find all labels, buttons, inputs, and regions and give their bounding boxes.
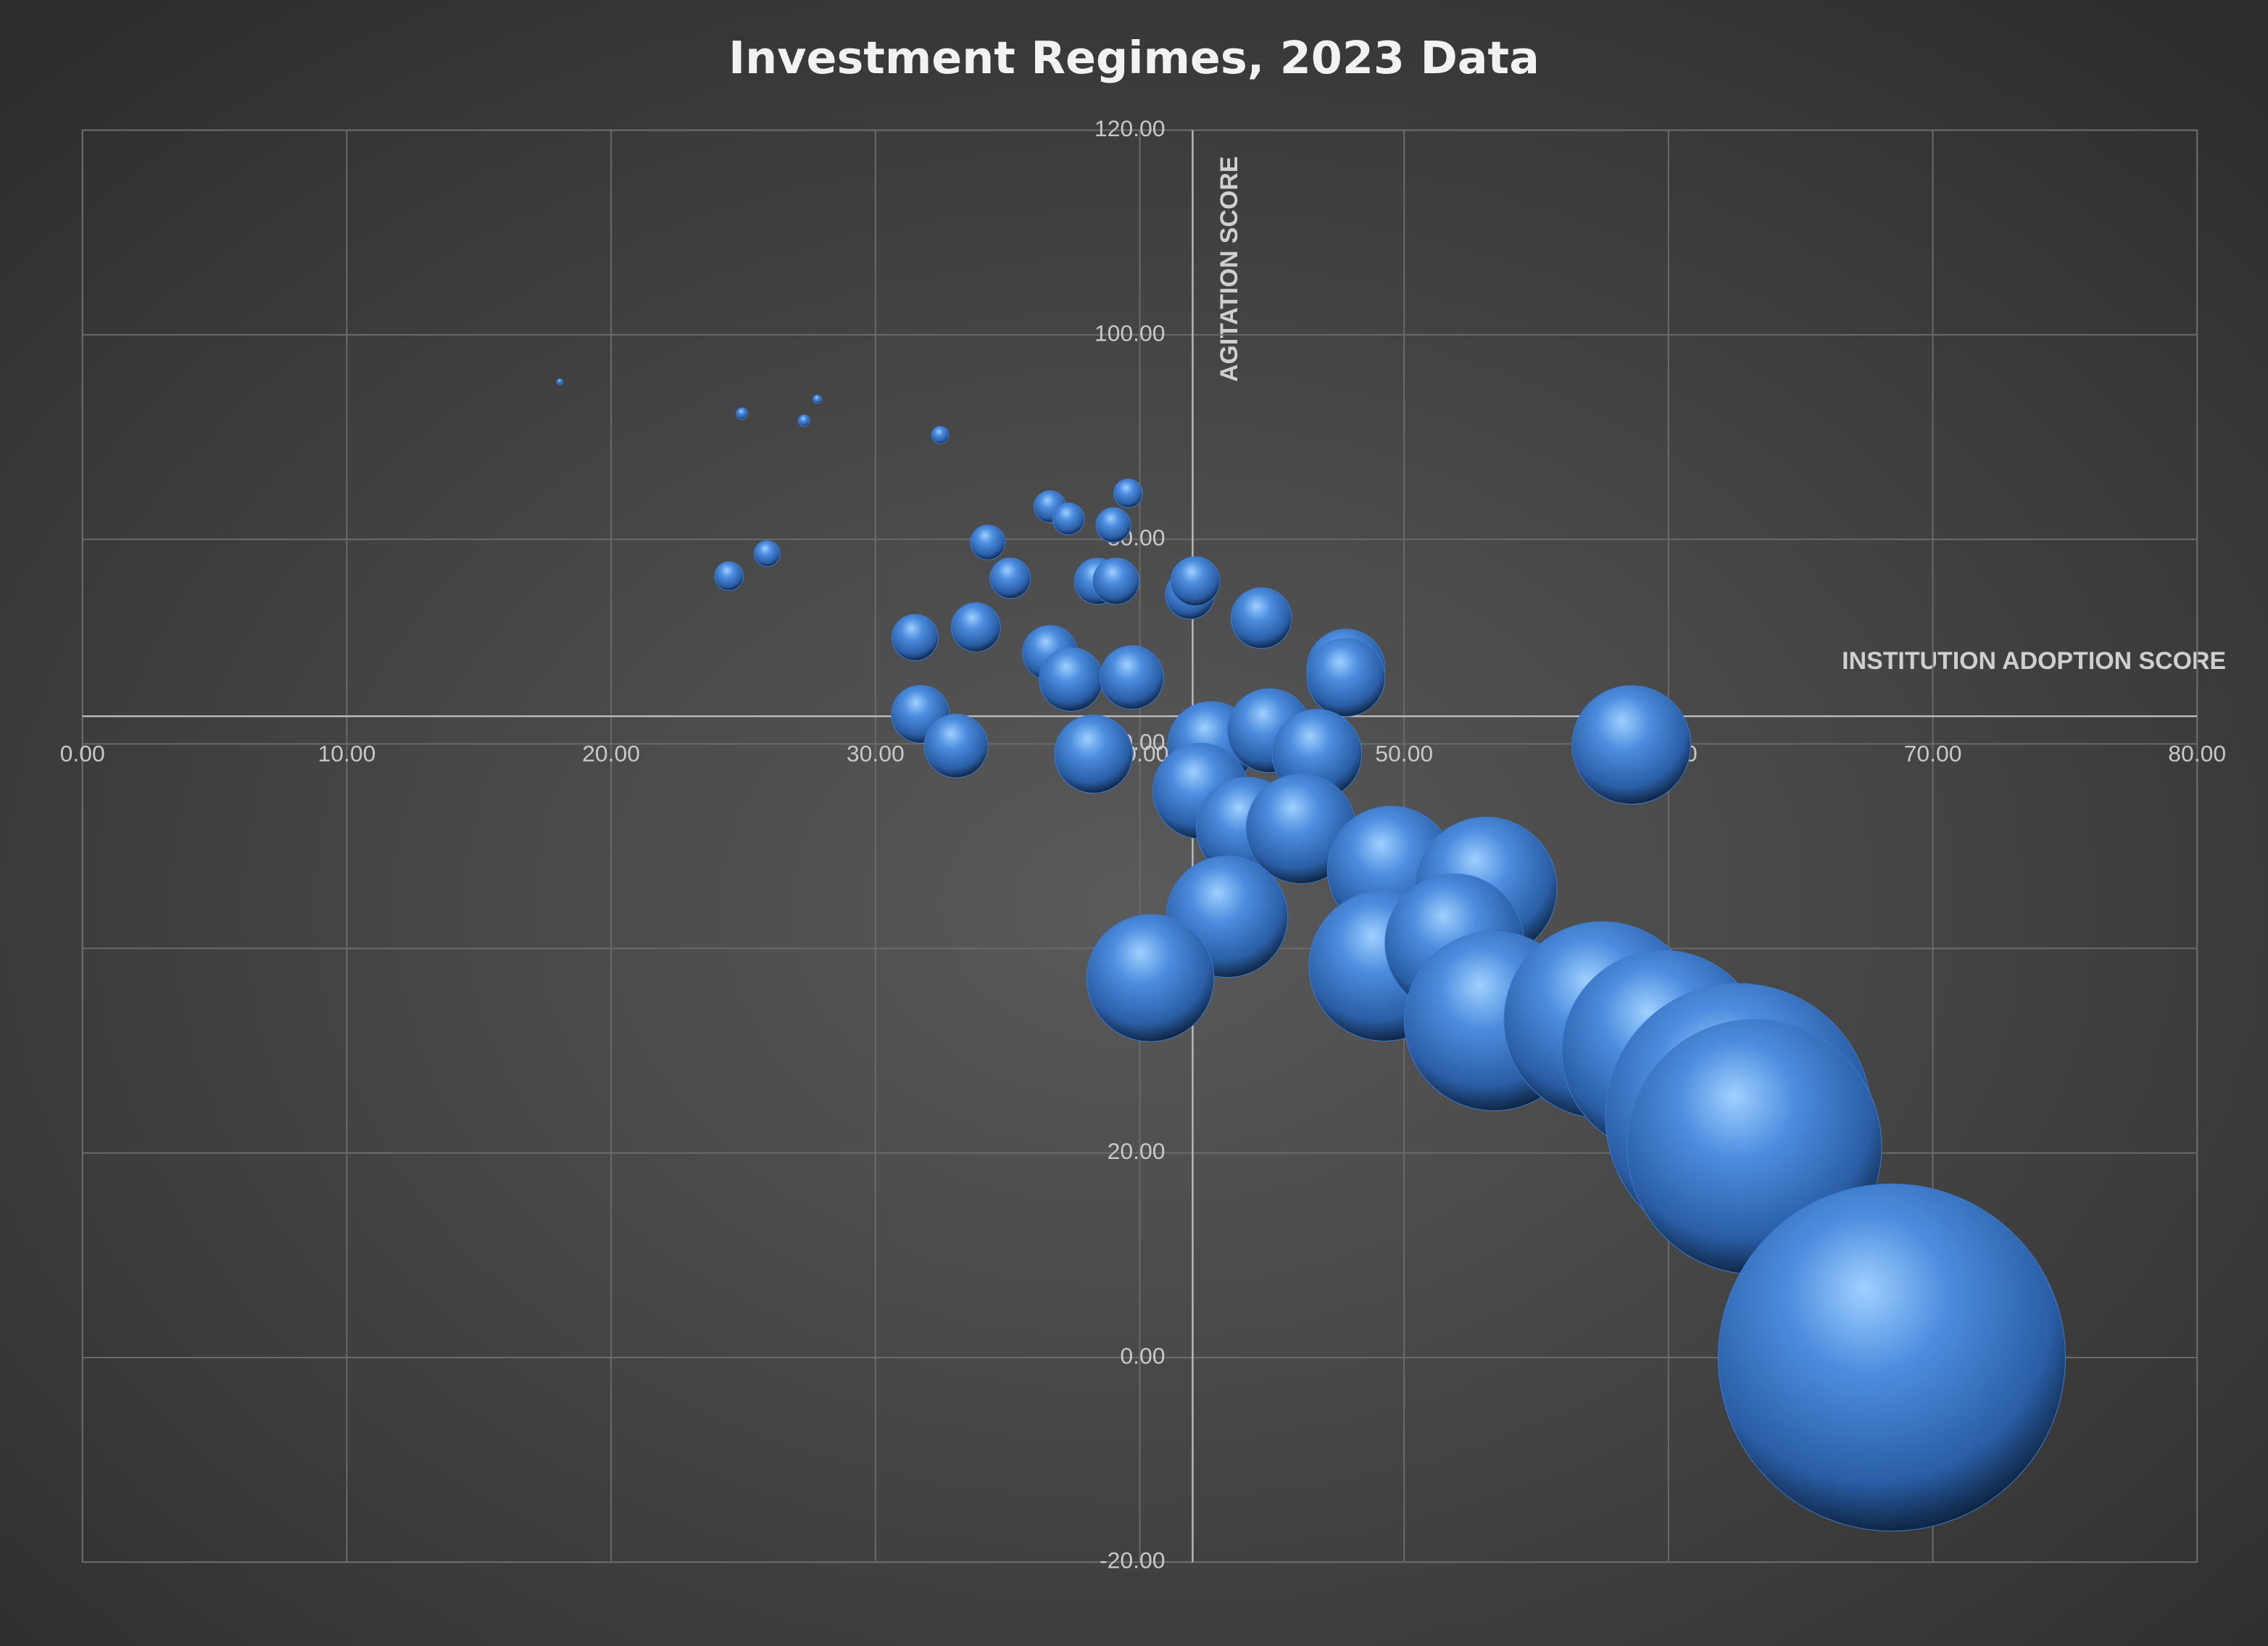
- bubble: [1170, 556, 1221, 607]
- bubble: [1113, 478, 1143, 508]
- y-tick-label: -20.00: [1100, 1547, 1165, 1574]
- x-tick-label: 20.00: [582, 741, 640, 767]
- bubble: [970, 524, 1006, 560]
- chart-title: Investment Regimes, 2023 Data: [728, 32, 1540, 84]
- bubble: [931, 425, 950, 444]
- x-tick-label: 50.00: [1375, 741, 1433, 767]
- y-axis-title: AGITATION SCORE: [1216, 156, 1243, 381]
- bubble: [1100, 645, 1164, 710]
- bubble: [797, 414, 810, 427]
- bubble: [1306, 638, 1386, 717]
- bubble: [753, 540, 781, 568]
- bubble: [1092, 557, 1140, 605]
- y-tick-label: 20.00: [1108, 1138, 1166, 1164]
- bubble: [1052, 502, 1085, 536]
- bubble: [951, 602, 1001, 652]
- x-tick-label: 80.00: [2168, 741, 2226, 767]
- bubble: [923, 713, 989, 778]
- bubble: [892, 614, 939, 662]
- x-tick-label: 70.00: [1904, 741, 1962, 767]
- bubble: [556, 378, 564, 386]
- bubble: [1095, 507, 1131, 543]
- bubble: [736, 407, 749, 420]
- x-tick-label: 0.00: [60, 741, 105, 767]
- x-tick-label: 30.00: [847, 741, 905, 767]
- x-tick-label: 10.00: [318, 741, 376, 767]
- y-tick-label: 0.00: [1120, 1342, 1165, 1368]
- bubble: [1039, 647, 1104, 712]
- bubble: [1230, 587, 1292, 649]
- bubble: [813, 394, 822, 404]
- x-axis-title: INSTITUTION ADOPTION SCORE: [1842, 647, 2226, 675]
- bubble: [989, 557, 1031, 599]
- y-tick-label: 100.00: [1094, 320, 1166, 346]
- bubble: [1718, 1184, 2066, 1531]
- bubble: [714, 561, 744, 591]
- bubble: [1054, 715, 1134, 794]
- bubble: [1086, 914, 1215, 1042]
- bubble: [1571, 685, 1692, 805]
- y-tick-label: 120.00: [1094, 115, 1166, 141]
